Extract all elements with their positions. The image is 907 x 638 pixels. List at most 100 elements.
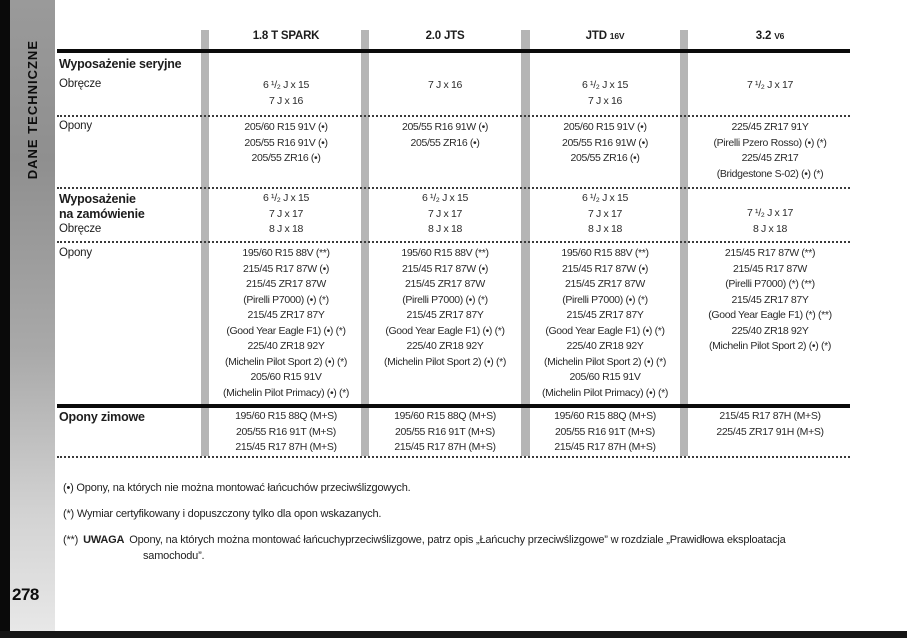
cell-line: (Good Year Eagle F1) (•) (*) (226, 324, 346, 337)
cell-line: 7 ¹/₂ J x 17 (747, 79, 793, 91)
cell-optional-rims: 6 ¹/₂ J x 15 7 J x 17 8 J x 18 (371, 191, 519, 238)
cell-line: 6 ¹/₂ J x 15 (263, 79, 309, 91)
cell-standard-tyres: 205/60 R15 91V (•) 205/55 R16 91V (•) 205/… (211, 120, 361, 167)
cell-line: 225/40 ZR18 92Y (406, 340, 484, 352)
footnote-text: Opony, na których można montować łańcuch… (129, 534, 786, 546)
cell-line: 205/60 R15 91V (•) (244, 121, 328, 133)
cell-line: 215/45 ZR17 87Y (247, 309, 325, 321)
cell-line: 225/45 ZR17 91Y (731, 121, 809, 133)
cell-line: 195/60 R15 88Q (M+S) (554, 410, 656, 422)
cell-line: (Good Year Eagle F1) (•) (*) (545, 324, 665, 337)
cell-line: 6 ¹/₂ J x 15 (582, 79, 628, 91)
section-title-standard: Wyposażenie seryjne (59, 57, 182, 71)
cell-line: 205/55 R16 91T (M+S) (236, 425, 336, 438)
cell-line: (Good Year Eagle F1) (*) (**) (708, 309, 832, 321)
row-label-rims-standard: Obręcze (59, 78, 102, 90)
cell-line: 215/45 R17 87W (**) (724, 247, 816, 259)
cell-standard-rims: 7 J x 16 (371, 78, 519, 94)
cell-line: 215/45 R17 87H (M+S) (235, 441, 337, 453)
cell-line: 7 J x 17 (428, 207, 462, 220)
cell-line: 7 J x 17 (269, 207, 303, 220)
cell-line: 215/45 R17 87H (M+S) (719, 410, 821, 422)
cell-line: 215/45 ZR17 87Y (566, 309, 644, 321)
row-label-tyres-optional: Opony (59, 247, 92, 259)
cell-standard-tyres: 205/60 R15 91V (•) 205/55 R16 91W (•) 205/… (532, 120, 678, 167)
cell-line: 7 J x 16 (428, 79, 462, 91)
page-number: 278 (12, 585, 39, 604)
cell-optional-rims: 6 ¹/₂ J x 15 7 J x 17 8 J x 18 (532, 191, 678, 238)
column-header-v6-main: 3.2 (755, 30, 775, 42)
section-title-optional-line2: na zamówienie (59, 207, 145, 221)
cell-line: 215/45 ZR17 87W (405, 278, 485, 290)
cell-line: 215/45 R17 87H (M+S) (554, 441, 656, 453)
chapter-vertical-label: DANE TECHNICZNE (25, 40, 40, 180)
column-separator (361, 30, 369, 456)
row-divider-dotted (57, 241, 850, 243)
cell-line: (Bridgestone S-02) (•) (*) (716, 167, 824, 180)
cell-line: 205/55 ZR16 (•) (251, 152, 321, 164)
footnote-asterisk: (*) Wymiar certyfikowany i dopuszczony t… (63, 508, 382, 520)
cell-line: (Michelin Pilot Sport 2) (•) (*) (708, 340, 831, 352)
cell-line: 215/45 ZR17 87W (565, 278, 645, 290)
section-rule-thick (57, 404, 850, 408)
cell-line: 7 J x 17 (588, 207, 622, 220)
cell-standard-rims: 7 ¹/₂ J x 17 (690, 78, 850, 94)
chapter-side-strip (10, 0, 55, 638)
cell-line: (Pirelli P7000) (*) (**) (725, 278, 815, 290)
cell-line: (Michelin Pilot Sport 2) (•) (*) (543, 355, 666, 368)
footnote-double-asterisk-line1: (**) UWAGA Opony, na których można montowa… (63, 534, 786, 546)
cell-line: 215/45 R17 87W (•) (561, 262, 649, 275)
cell-line: 215/45 R17 87H (M+S) (394, 441, 496, 453)
cell-line: 225/40 ZR18 92Y (731, 324, 809, 337)
cell-line: (Pirelli Pzero Rosso) (•) (*) (713, 136, 827, 149)
cell-line: 6 ¹/₂ J x 15 (263, 192, 309, 204)
row-label-rims-optional: Obręcze (59, 223, 102, 235)
footnote-marker: (**) (63, 534, 79, 546)
cell-line: 225/40 ZR18 92Y (247, 340, 325, 352)
cell-line: 195/60 R15 88V (**) (242, 247, 330, 259)
cell-line: (Good Year Eagle F1) (•) (*) (385, 324, 505, 337)
cell-line: (Michelin Pilot Sport 2) (•) (*) (383, 355, 506, 368)
cell-line: 7 J x 16 (588, 94, 622, 107)
cell-winter-tyres: 195/60 R15 88Q (M+S) 205/55 R16 91T (M+S)… (371, 409, 519, 456)
cell-line: 195/60 R15 88V (**) (561, 247, 649, 259)
cell-line: 205/55 ZR16 (•) (410, 136, 480, 149)
section-title-optional-line1: Wyposażenie (59, 192, 136, 206)
cell-line: 195/60 R15 88Q (M+S) (394, 410, 496, 422)
cell-standard-tyres: 205/55 R16 91W (•) 205/55 ZR16 (•) (371, 120, 519, 151)
cell-line: (Pirelli P7000) (•) (*) (243, 293, 329, 306)
cell-line: 215/45 ZR17 87Y (406, 309, 484, 321)
column-header-jtd16v: JTD 16V (532, 30, 678, 48)
cell-line: 8 J x 18 (428, 223, 462, 235)
cell-line: 205/60 R15 91V (569, 371, 641, 383)
row-divider-dotted (57, 115, 850, 117)
cell-line: 215/45 R17 87W (•) (401, 262, 489, 275)
cell-optional-tyres: 195/60 R15 88V (**) 215/45 R17 87W (•) 215… (371, 246, 519, 370)
footnote-uwaga-bold: UWAGA (83, 534, 125, 546)
left-edge-bar (0, 0, 10, 638)
column-separator (521, 30, 530, 456)
cell-line: 215/45 ZR17 87W (246, 278, 326, 290)
column-separator (201, 30, 209, 456)
cell-line: 225/40 ZR18 92Y (566, 340, 644, 352)
column-header-v6-sub: V6 (774, 31, 785, 41)
cell-line: 215/45 ZR17 87Y (731, 293, 809, 306)
column-header-18tspark: 1.8 T SPARK (252, 30, 320, 42)
cell-line: 205/55 R16 91W (•) (401, 121, 489, 133)
cell-line: 205/55 R16 91T (M+S) (555, 425, 655, 438)
row-label-tyres-standard: Opony (59, 120, 92, 132)
cell-optional-rims: 7 ¹/₂ J x 17 8 J x 18 (690, 206, 850, 237)
cell-standard-rims: 6 ¹/₂ J x 15 7 J x 16 (532, 78, 678, 109)
cell-line: 205/55 R16 91T (M+S) (395, 425, 495, 438)
cell-line: 6 ¹/₂ J x 15 (582, 192, 628, 204)
header-rule-thick (57, 49, 850, 53)
cell-line: 7 ¹/₂ J x 17 (747, 207, 793, 219)
cell-line: 8 J x 18 (269, 223, 303, 235)
section-title-winter: Opony zimowe (59, 410, 145, 424)
cell-winter-tyres: 215/45 R17 87H (M+S) 225/45 ZR17 91H (M+S… (690, 409, 850, 440)
column-header-jtd-sub: 16V (609, 31, 625, 41)
footnote-bullet: (•) Opony, na których nie można montować… (63, 482, 411, 494)
bottom-edge-bar (0, 631, 907, 638)
cell-standard-tyres: 225/45 ZR17 91Y (Pirelli Pzero Rosso) (•)… (690, 120, 850, 182)
